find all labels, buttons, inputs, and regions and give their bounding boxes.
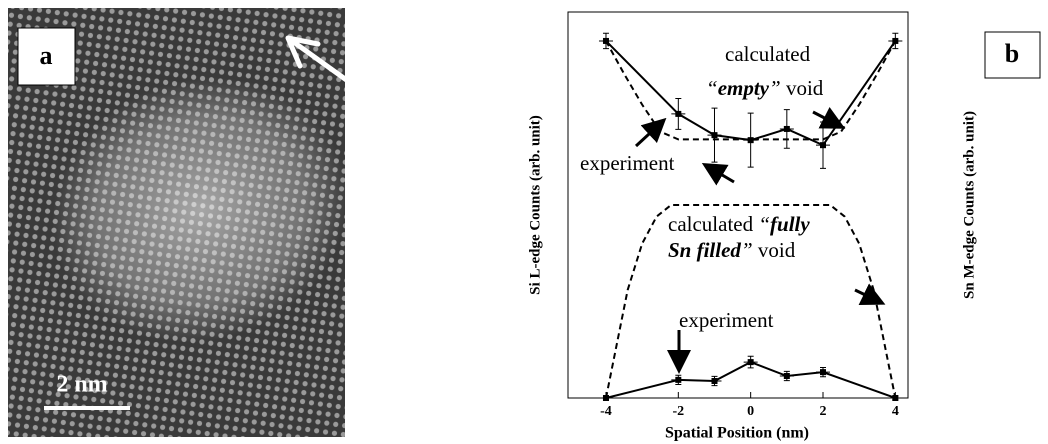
annotation: “empty” void <box>706 76 824 100</box>
data-point <box>820 369 826 375</box>
annotation-run: void <box>753 238 796 262</box>
data-point <box>748 359 754 365</box>
annotation-run: calculated <box>668 212 758 236</box>
data-point <box>603 395 609 401</box>
annotation: calculated “fully <box>668 212 810 236</box>
scale-bar-label: 2 nm <box>56 372 107 398</box>
annotation-run: “ <box>758 212 770 236</box>
x-tick-label: -2 <box>672 404 684 419</box>
data-point <box>820 142 826 148</box>
x-axis-label: Spatial Position (nm) <box>665 425 809 442</box>
x-tick-label: -4 <box>600 404 612 419</box>
y-axis-label: Si L-edge Counts (arb. unit) <box>527 115 543 295</box>
x-tick-label: 4 <box>892 404 899 419</box>
annotation: experiment <box>679 308 774 332</box>
y2-axis-label: Sn M-edge Counts (arb. unit) <box>961 111 977 299</box>
annotation-run: empty <box>718 76 770 100</box>
figure: a 2 nm b Spatial Position (nm) Si L-edge… <box>0 0 1048 444</box>
panel-label: a <box>40 41 53 70</box>
data-point <box>711 132 717 138</box>
data-point <box>784 373 790 379</box>
annotation-run: fully <box>770 212 810 236</box>
data-point <box>675 111 681 117</box>
annotation: experiment <box>580 151 675 175</box>
panel-label: b <box>1005 39 1019 68</box>
tem-image: a 2 nm <box>8 8 405 437</box>
annotation-run: experiment <box>679 308 774 332</box>
annotation-run: calculated <box>725 42 811 66</box>
annotation-run: ” <box>769 76 781 100</box>
data-point <box>675 377 681 383</box>
annotation-run: experiment <box>580 151 675 175</box>
x-tick-label: 0 <box>747 404 754 419</box>
data-point <box>892 395 898 401</box>
annotation-run: “ <box>706 76 718 100</box>
annotation-run: ” <box>741 238 753 262</box>
annotation: Sn filled” void <box>668 238 796 262</box>
annotation-run: Sn filled <box>668 238 741 262</box>
data-point <box>784 126 790 132</box>
annotation: calculated <box>725 42 811 66</box>
data-point <box>711 378 717 384</box>
annotation-run: void <box>781 76 824 100</box>
x-tick-label: 2 <box>820 404 827 419</box>
